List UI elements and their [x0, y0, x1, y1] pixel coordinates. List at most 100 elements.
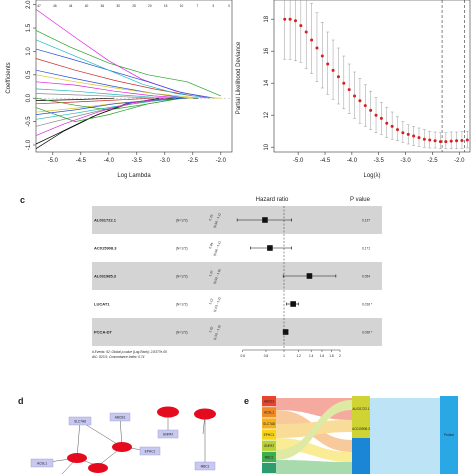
sankey-flow	[276, 410, 352, 452]
sankey-flow	[276, 438, 352, 462]
sankey-left-label: GNPAT	[264, 444, 275, 448]
network-gene-nodes: SLC7A8 ABCB1 EPHC1 ACSL1 GNPAT MBC1	[30, 412, 216, 471]
sankey-flow	[370, 398, 440, 474]
sankey-left-label: MBC1	[265, 455, 274, 459]
forest-pvalue-label: 0.018 *	[362, 303, 373, 307]
panel-a-series-lines	[35, 9, 232, 149]
panel-b-x-axis-label: Log(λ)	[363, 173, 380, 179]
deviance-point	[336, 75, 340, 79]
lnc-node	[88, 463, 108, 473]
top-count-label: 30	[116, 4, 120, 8]
coefficient-path	[35, 97, 199, 149]
deviance-point	[283, 17, 287, 21]
coefficient-path	[35, 97, 165, 136]
sankey-left-node	[262, 462, 276, 474]
x-tick-label: -5.0	[293, 158, 304, 164]
x-tick-label: -2.5	[427, 158, 438, 164]
gene-node-label: GNPAT	[163, 433, 174, 437]
sankey-left-node	[262, 451, 276, 463]
forest-row-band	[92, 262, 382, 290]
x-tick-label: -3.0	[400, 158, 411, 164]
sankey-left-label: EPHC1	[264, 433, 275, 437]
gene-node	[109, 412, 131, 422]
forest-hr-label: 0.84	[208, 242, 214, 249]
forest-pvalue-header: P value	[350, 197, 371, 203]
network-edge	[76, 420, 81, 459]
forest-ci-label: (0.66 - 1.1)	[213, 241, 222, 257]
deviance-point	[310, 38, 314, 42]
sankey-right-label: Protect	[444, 433, 454, 437]
panel-a-coefficient-paths: -5.0 -4.5 -4.0 -3.5 -3.0 -2.5 -2.0 -1.0 -0.5 0.0…	[6, 0, 233, 179]
panel-b-frame	[273, 0, 471, 153]
forest-gene-label: AL031985.3	[94, 274, 117, 279]
sankey-flow	[276, 460, 352, 474]
forest-x-axis: 0.6 0.8 1 1.2 1.4 1.6 1.8 2	[241, 206, 341, 358]
top-count-label: 25	[132, 4, 136, 8]
panel-b-points	[283, 0, 469, 150]
x-tick-label: -5.0	[48, 158, 59, 164]
deviance-point	[288, 17, 292, 21]
panel-e-letter: e	[244, 396, 249, 406]
deviance-point	[379, 116, 383, 120]
gene-node	[139, 446, 161, 456]
panel-a-x-axis-label: Log Lambda	[117, 173, 151, 179]
lnc-node	[157, 406, 179, 418]
coefficient-path	[35, 97, 188, 120]
forest-hr-label: 1.37	[208, 270, 214, 277]
panel-a-frame	[35, 0, 233, 153]
deviance-point	[320, 54, 324, 58]
sankey-left-node	[262, 407, 276, 418]
sankey-flow	[276, 400, 352, 460]
top-count-label: 46	[53, 4, 57, 8]
y-tick-label: 10	[264, 143, 270, 150]
gene-node	[68, 416, 92, 426]
top-count-label: 10	[180, 4, 184, 8]
forest-row-band	[92, 318, 382, 346]
network-lnc-nodes	[67, 406, 216, 473]
network-edge	[119, 416, 123, 448]
forest-tick-label: 1	[283, 354, 285, 358]
deviance-point	[331, 68, 335, 72]
top-count-label: 47	[37, 4, 41, 8]
lnc-node	[194, 408, 216, 420]
panel-a-y-ticks: -1.0 -0.5 0.0 0.5 1.0 1.5 2.0	[26, 0, 36, 150]
top-count-label: 36	[101, 4, 105, 8]
deviance-point	[417, 136, 421, 140]
forest-tick-label: 1.6	[320, 354, 325, 358]
deviance-point	[342, 81, 346, 85]
forest-n-label: (N=172)	[176, 303, 188, 307]
deviance-point	[315, 46, 319, 50]
x-tick-label: -4.0	[104, 158, 115, 164]
deviance-point	[347, 88, 351, 92]
panel-c-forest-plot: c Hazard ratio P value AL031722.1 (N=172)…	[20, 195, 382, 359]
deviance-point	[438, 140, 442, 144]
forest-gene-label: PCCA-DT	[94, 330, 113, 335]
forest-pvalue-label: 0.054	[362, 275, 370, 279]
sankey-left-label: ACSL1	[264, 411, 274, 415]
x-tick-label: -3.0	[160, 158, 171, 164]
forest-pvalue-label: 0.038 *	[362, 331, 373, 335]
sankey-right-node	[440, 396, 458, 474]
deviance-point	[455, 139, 459, 143]
forest-tick-label: 1.4	[309, 354, 314, 358]
top-count-label: 40	[85, 4, 89, 8]
x-tick-label: -2.0	[216, 158, 227, 164]
forest-gene-label: AC015908.3	[94, 246, 117, 251]
y-tick-label: 18	[264, 15, 270, 22]
y-tick-label: 12	[264, 111, 270, 118]
coefficient-path	[35, 93, 154, 99]
forest-n-label: (N=172)	[176, 247, 188, 251]
sankey-flow	[276, 420, 352, 438]
y-tick-label: 16	[264, 47, 270, 54]
coefficient-path	[35, 81, 188, 99]
deviance-point	[369, 108, 373, 112]
deviance-point	[326, 62, 330, 66]
x-tick-label: -4.0	[347, 158, 358, 164]
top-count-label: 44	[69, 4, 73, 8]
deviance-point	[304, 30, 308, 34]
panel-b-y-axis-label: Partial Likelihood Deviance	[236, 41, 242, 114]
y-tick-label: 0.0	[26, 93, 32, 102]
deviance-point	[374, 113, 378, 117]
sankey-left-node	[262, 440, 276, 451]
panel-a-y-axis-label: Coefficients	[6, 62, 12, 93]
